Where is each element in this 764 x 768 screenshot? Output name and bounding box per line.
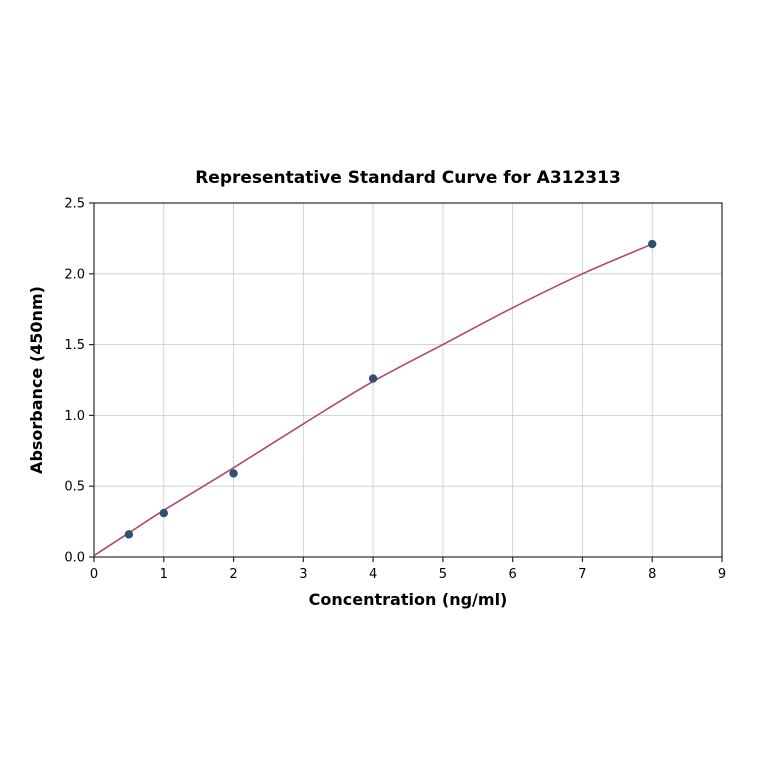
y-axis-label: Absorbance (450nm) [27, 286, 46, 474]
plot-border [93, 202, 723, 558]
x-axis-label: Concentration (ng/ml) [309, 590, 508, 609]
y-tick-label: 2.5 [64, 197, 85, 212]
data-point [124, 530, 134, 539]
chart-title: Representative Standard Curve for A31231… [195, 168, 621, 188]
x-tick-label: 8 [648, 567, 656, 582]
x-tick-label: 2 [229, 567, 237, 582]
data-point [229, 469, 238, 478]
x-tick-label: 7 [578, 567, 586, 582]
fit-curve [93, 243, 653, 557]
data-point [368, 374, 378, 383]
data-point [648, 239, 657, 249]
x-tick-label: 4 [369, 567, 377, 582]
y-tick-label: 2.0 [64, 267, 85, 282]
x-tick-label: 1 [160, 567, 168, 582]
x-tick-label: 0 [90, 567, 98, 582]
y-tick-label: 0.0 [64, 551, 85, 566]
data-point [159, 508, 168, 518]
x-tick-label: 9 [718, 567, 726, 582]
plot-area: 0 1 2 3 4 5 6 7 8 9 0.0 0.5 1.0 1.5 2.0 2.5 [64, 197, 726, 583]
y-tick-label: 0.5 [64, 480, 85, 495]
x-tick-label: 3 [299, 567, 307, 582]
x-tick-label: 6 [509, 567, 517, 582]
y-tick-label: 1.5 [64, 338, 85, 353]
y-tick-label: 1.0 [64, 409, 85, 424]
x-tick-label: 5 [439, 567, 447, 582]
